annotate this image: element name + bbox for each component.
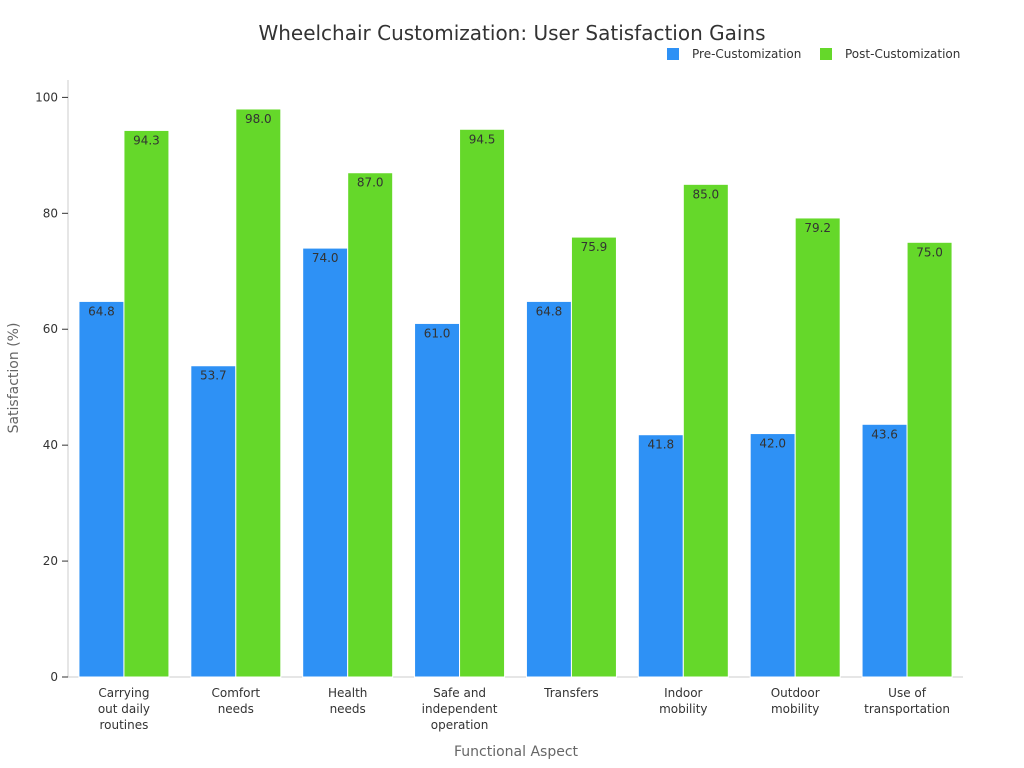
data-labels: 64.8 94.3 53.7 98.0 74.0 87.0 61.0 94.5 64.8 75.9… — [88, 112, 943, 452]
x-tick-label-comfort-needs: Comfort needs — [212, 686, 261, 716]
bar-post-customization-safe-and-independent-operation — [459, 128, 506, 678]
bar-pre-customization-carrying-out-daily-routines — [78, 300, 125, 678]
x-tick-label-health-needs: Health needs — [328, 686, 367, 716]
data-label-pre-customization-health-needs: 74.0 — [312, 251, 339, 265]
y-tick-label-20: 20 — [43, 554, 58, 568]
data-label-post-customization-use-of-transportation: 75.0 — [916, 245, 943, 259]
data-label-post-customization-health-needs: 87.0 — [357, 176, 384, 190]
bar-pre-customization-safe-and-independent-operation — [414, 322, 461, 678]
bar-post-customization-comfort-needs — [235, 108, 282, 678]
bar-post-customization-transfers — [570, 236, 617, 678]
legend-swatch-pre-customization — [667, 48, 679, 60]
x-tick-label-use-of-transportation: Use of transportation — [864, 686, 950, 716]
bar-post-customization-use-of-transportation — [906, 241, 953, 678]
x-tick-label-carrying-out-daily-routines: Carrying out daily routines — [98, 686, 150, 732]
data-label-post-customization-indoor-mobility: 85.0 — [692, 187, 719, 201]
data-label-post-customization-safe-and-independent-operation: 94.5 — [469, 132, 496, 146]
bar-post-customization-outdoor-mobility — [794, 217, 841, 678]
y-tick-label-0: 0 — [50, 670, 58, 684]
data-label-pre-customization-comfort-needs: 53.7 — [200, 369, 227, 383]
legend: Pre-Customization Post-Customization — [667, 47, 960, 61]
y-tick-label-60: 60 — [43, 322, 58, 336]
legend-swatch-post-customization — [820, 48, 832, 60]
y-tick-label-100: 100 — [35, 90, 58, 104]
x-tick-label-indoor-mobility: Indoor mobility — [659, 686, 707, 716]
bar-post-customization-carrying-out-daily-routines — [123, 129, 170, 678]
data-label-pre-customization-carrying-out-daily-routines: 64.8 — [88, 304, 115, 318]
bar-post-customization-indoor-mobility — [682, 183, 729, 678]
y-axis-ticks: 0 20 40 60 80 100 — [35, 90, 68, 684]
data-label-post-customization-transfers: 75.9 — [581, 240, 608, 254]
x-tick-label-safe-and-independent-operation: Safe and independent operation — [422, 686, 498, 732]
bar-pre-customization-outdoor-mobility — [749, 433, 796, 678]
bar-pre-customization-health-needs — [302, 247, 349, 678]
x-tick-label-transfers: Transfers — [543, 686, 599, 700]
x-tick-label-outdoor-mobility: Outdoor mobility — [771, 686, 820, 716]
legend-label-pre-customization: Pre-Customization — [692, 47, 801, 61]
chart-title: Wheelchair Customization: User Satisfact… — [258, 21, 765, 45]
x-axis-category-labels: Carrying out daily routines Comfort needs Hea… — [98, 686, 950, 732]
data-label-post-customization-comfort-needs: 98.0 — [245, 112, 272, 126]
y-axis-title: Satisfaction (%) — [6, 323, 22, 434]
data-label-post-customization-outdoor-mobility: 79.2 — [804, 221, 831, 235]
legend-label-post-customization: Post-Customization — [845, 47, 960, 61]
bar-post-customization-health-needs — [347, 172, 394, 678]
y-tick-label-80: 80 — [43, 206, 58, 220]
data-label-pre-customization-use-of-transportation: 43.6 — [871, 427, 898, 441]
data-label-post-customization-carrying-out-daily-routines: 94.3 — [133, 133, 160, 147]
x-axis-title: Functional Aspect — [454, 744, 579, 760]
bar-pre-customization-indoor-mobility — [637, 434, 684, 678]
bar-pre-customization-use-of-transportation — [861, 423, 908, 678]
y-tick-label-40: 40 — [43, 438, 58, 452]
bars — [78, 108, 953, 678]
bar-pre-customization-transfers — [525, 300, 572, 678]
bar-pre-customization-comfort-needs — [190, 365, 237, 678]
data-label-pre-customization-indoor-mobility: 41.8 — [647, 438, 674, 452]
data-label-pre-customization-safe-and-independent-operation: 61.0 — [424, 326, 451, 340]
data-label-pre-customization-transfers: 64.8 — [536, 304, 563, 318]
data-label-pre-customization-outdoor-mobility: 42.0 — [759, 437, 786, 451]
